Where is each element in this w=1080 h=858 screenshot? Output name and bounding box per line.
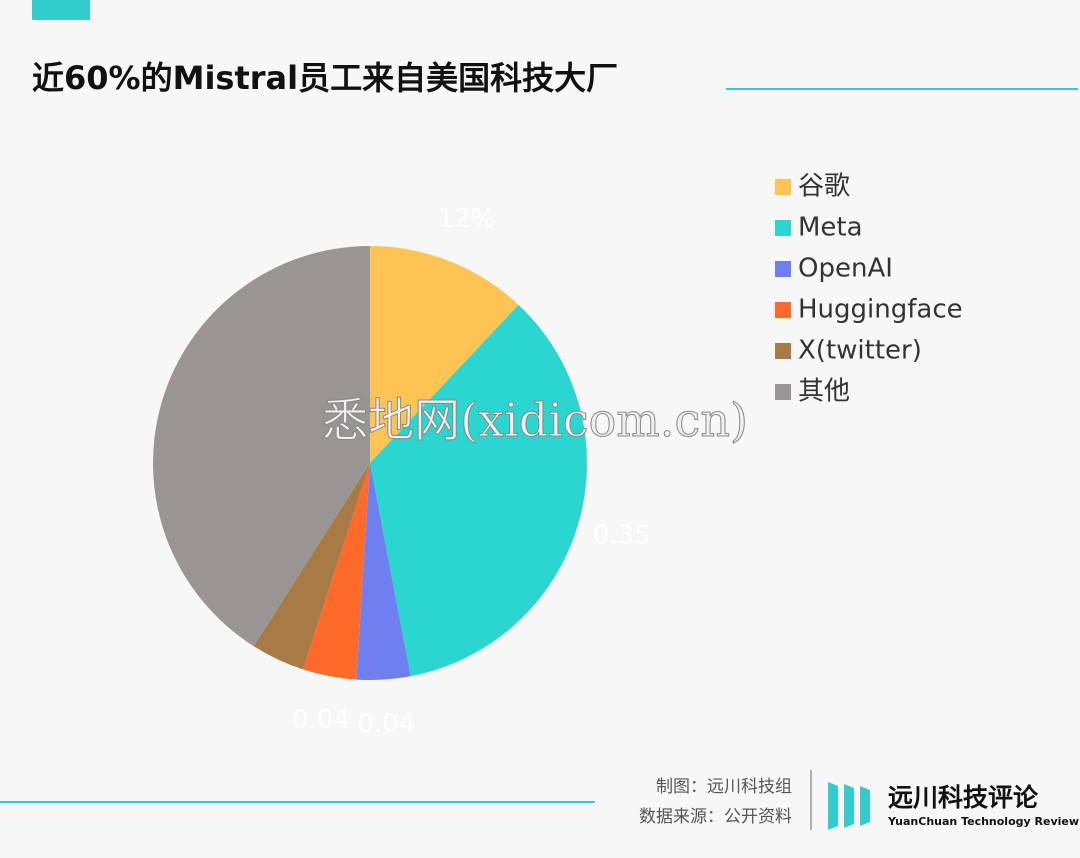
source: 数据来源：公开资料: [639, 807, 792, 827]
pie: 12% 0.35 0.04 0.04: [153, 204, 651, 739]
watermark: 悉地网(xidicom.cn): [322, 393, 748, 447]
legend-swatch: [775, 384, 791, 400]
legend-label: X(twitter): [798, 336, 922, 366]
pie-slice: [253, 463, 370, 670]
legend-label: OpenAI: [798, 254, 893, 284]
pie-slice: [153, 246, 370, 647]
data-label: 12%: [438, 204, 496, 234]
legend-label: Meta: [798, 213, 863, 243]
legend-label: 其他: [798, 377, 850, 407]
legend-swatch: [775, 343, 791, 359]
legend-swatch: [775, 261, 791, 277]
brand-en: YuanChuan Technology Review: [887, 815, 1079, 828]
legend-swatch: [775, 220, 791, 236]
legend-swatch: [775, 179, 791, 195]
legend-label: Huggingface: [798, 295, 963, 325]
data-label: 0.04: [358, 709, 416, 739]
data-label: 0.35: [593, 521, 651, 551]
pie-slice: [370, 246, 519, 463]
legend-label: 谷歌: [798, 172, 850, 202]
legend-swatch: [775, 302, 791, 318]
pie-slice: [356, 463, 411, 680]
chart-title: 近60%的Mistral员工来自美国科技大厂: [32, 59, 618, 97]
accent-bar: [32, 0, 90, 20]
data-label: 0.04: [292, 705, 350, 735]
pie-slice: [370, 304, 587, 677]
brand: 远川科技评论: [888, 783, 1039, 812]
logo: [828, 782, 870, 830]
pie-slice: [302, 463, 370, 680]
credit: 制图：远川科技组: [656, 777, 792, 797]
legend: 谷歌 Meta OpenAI Huggingface X(twitter) 其他: [775, 172, 963, 407]
